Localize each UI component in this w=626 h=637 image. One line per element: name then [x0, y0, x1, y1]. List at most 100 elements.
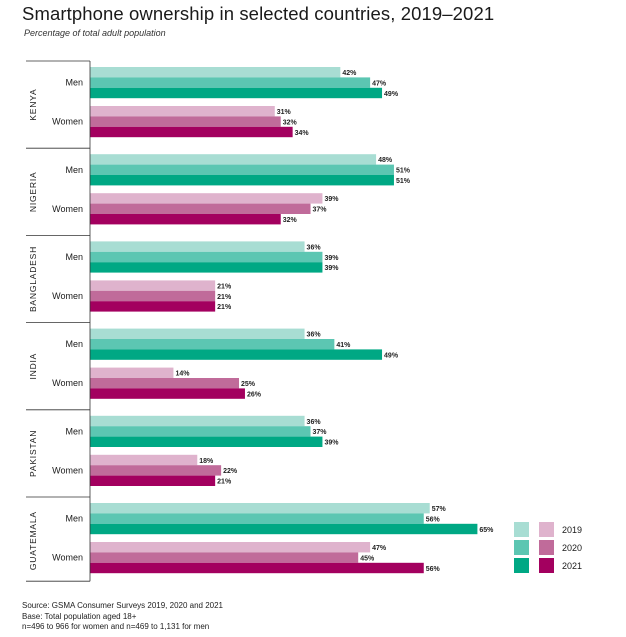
- bar-pakistan-men-2020: [90, 426, 311, 437]
- bar-guatemala-men-2020: [90, 513, 424, 524]
- legend-label: 2021: [562, 561, 582, 571]
- bar-bangladesh-women-2019: [90, 280, 216, 291]
- bar-pakistan-women-2019: [90, 454, 198, 466]
- men-row-label: Men: [65, 78, 83, 88]
- women-row-label: Women: [52, 291, 83, 301]
- data-label: 39%: [324, 265, 339, 272]
- data-label: 32%: [283, 119, 298, 126]
- country-label: INDIA: [28, 353, 38, 380]
- data-label: 42%: [342, 70, 357, 77]
- bar-bangladesh-men-2020: [90, 251, 323, 263]
- bar-kenya-men-2020: [90, 77, 371, 88]
- data-label: 18%: [199, 458, 214, 465]
- data-label: 48%: [378, 157, 393, 164]
- bar-pakistan-men-2019: [90, 415, 305, 427]
- data-label: 39%: [324, 255, 339, 262]
- data-label: 31%: [277, 109, 292, 116]
- data-label: 21%: [217, 283, 232, 290]
- women-row-label: Women: [52, 204, 83, 214]
- data-label: 51%: [396, 168, 411, 175]
- country-label: PAKISTAN: [28, 430, 38, 477]
- chart-subtitle: Percentage of total adult population: [24, 28, 166, 38]
- bar-nigeria-women-2021: [90, 214, 281, 225]
- data-label: 56%: [426, 516, 441, 523]
- data-label: 65%: [479, 527, 494, 534]
- bar-kenya-women-2019: [90, 106, 275, 117]
- legend-swatch-men-2021: [514, 558, 529, 573]
- data-label: 36%: [307, 244, 322, 251]
- data-label: 14%: [175, 371, 190, 378]
- data-label: 49%: [384, 91, 399, 98]
- legend-swatch-men-2019: [514, 522, 529, 537]
- bar-nigeria-men-2019: [90, 154, 377, 165]
- data-label: 34%: [295, 130, 310, 137]
- bar-chart: KENYA Men 42% 47% 49% Women 31% 32% 34% NIGERIA Me…: [26, 60, 582, 582]
- legend-label: 2019: [562, 525, 582, 535]
- data-label: 45%: [360, 555, 375, 562]
- bar-nigeria-women-2019: [90, 193, 323, 204]
- men-row-label: Men: [65, 426, 83, 436]
- bar-india-women-2019: [90, 367, 174, 378]
- bar-kenya-men-2019: [90, 67, 341, 78]
- legend-swatch-women-2020: [539, 540, 554, 555]
- women-row-label: Women: [52, 117, 83, 127]
- legend-swatch-men-2020: [514, 540, 529, 555]
- sample-note: n=496 to 966 for women and n=469 to 1,13…: [22, 622, 210, 631]
- bar-india-men-2021: [90, 349, 383, 360]
- bar-guatemala-women-2020: [90, 552, 359, 563]
- base-note: Base: Total population aged 18+: [22, 611, 137, 621]
- legend-label: 2020: [562, 543, 582, 553]
- bar-bangladesh-women-2021: [90, 301, 216, 312]
- country-label: NIGERIA: [28, 172, 38, 213]
- bar-bangladesh-men-2021: [90, 262, 323, 273]
- data-label: 56%: [426, 566, 441, 573]
- chart-title: Smartphone ownership in selected countri…: [22, 3, 495, 24]
- bar-nigeria-women-2020: [90, 203, 311, 214]
- bar-bangladesh-men-2019: [90, 241, 305, 252]
- bar-pakistan-women-2021: [90, 475, 216, 486]
- data-label: 37%: [313, 429, 328, 436]
- data-label: 36%: [307, 332, 322, 339]
- men-row-label: Men: [65, 252, 83, 262]
- bar-guatemala-women-2021: [90, 562, 424, 574]
- bar-india-women-2021: [90, 388, 245, 399]
- data-label: 21%: [217, 304, 232, 311]
- data-label: 57%: [432, 506, 447, 513]
- data-label: 26%: [247, 391, 262, 398]
- men-row-label: Men: [65, 339, 83, 349]
- bar-india-women-2020: [90, 378, 239, 389]
- women-row-label: Women: [52, 553, 83, 563]
- data-label: 21%: [217, 479, 232, 486]
- women-row-label: Women: [52, 378, 83, 388]
- data-label: 21%: [217, 294, 232, 301]
- data-label: 47%: [372, 545, 387, 552]
- data-label: 39%: [324, 440, 339, 447]
- data-label: 32%: [283, 217, 298, 224]
- women-row-label: Women: [52, 465, 83, 475]
- data-label: 39%: [324, 196, 339, 203]
- bar-nigeria-men-2020: [90, 164, 394, 175]
- country-label: GUATEMALA: [28, 511, 38, 570]
- bar-kenya-women-2021: [90, 126, 293, 138]
- country-label: KENYA: [28, 89, 38, 121]
- data-label: 37%: [313, 207, 328, 214]
- legend-swatch-women-2019: [539, 522, 554, 537]
- bar-nigeria-men-2021: [90, 175, 394, 186]
- bar-india-men-2019: [90, 328, 305, 339]
- bar-guatemala-men-2021: [90, 523, 478, 535]
- legend-swatch-women-2021: [539, 558, 554, 573]
- bar-pakistan-women-2020: [90, 465, 222, 476]
- bar-pakistan-men-2021: [90, 436, 323, 447]
- data-label: 49%: [384, 352, 399, 359]
- source-note: Source: GSMA Consumer Surveys 2019, 2020…: [22, 601, 224, 610]
- bar-kenya-men-2021: [90, 87, 383, 99]
- data-label: 41%: [336, 342, 351, 349]
- data-label: 51%: [396, 178, 411, 185]
- data-label: 47%: [372, 80, 387, 87]
- country-label: BANGLADESH: [28, 246, 38, 312]
- chart-footer: Source: GSMA Consumer Surveys 2019, 2020…: [22, 601, 223, 633]
- bar-india-men-2020: [90, 339, 335, 350]
- bar-guatemala-women-2019: [90, 542, 371, 553]
- men-row-label: Men: [65, 165, 83, 175]
- bar-guatemala-men-2019: [90, 503, 430, 514]
